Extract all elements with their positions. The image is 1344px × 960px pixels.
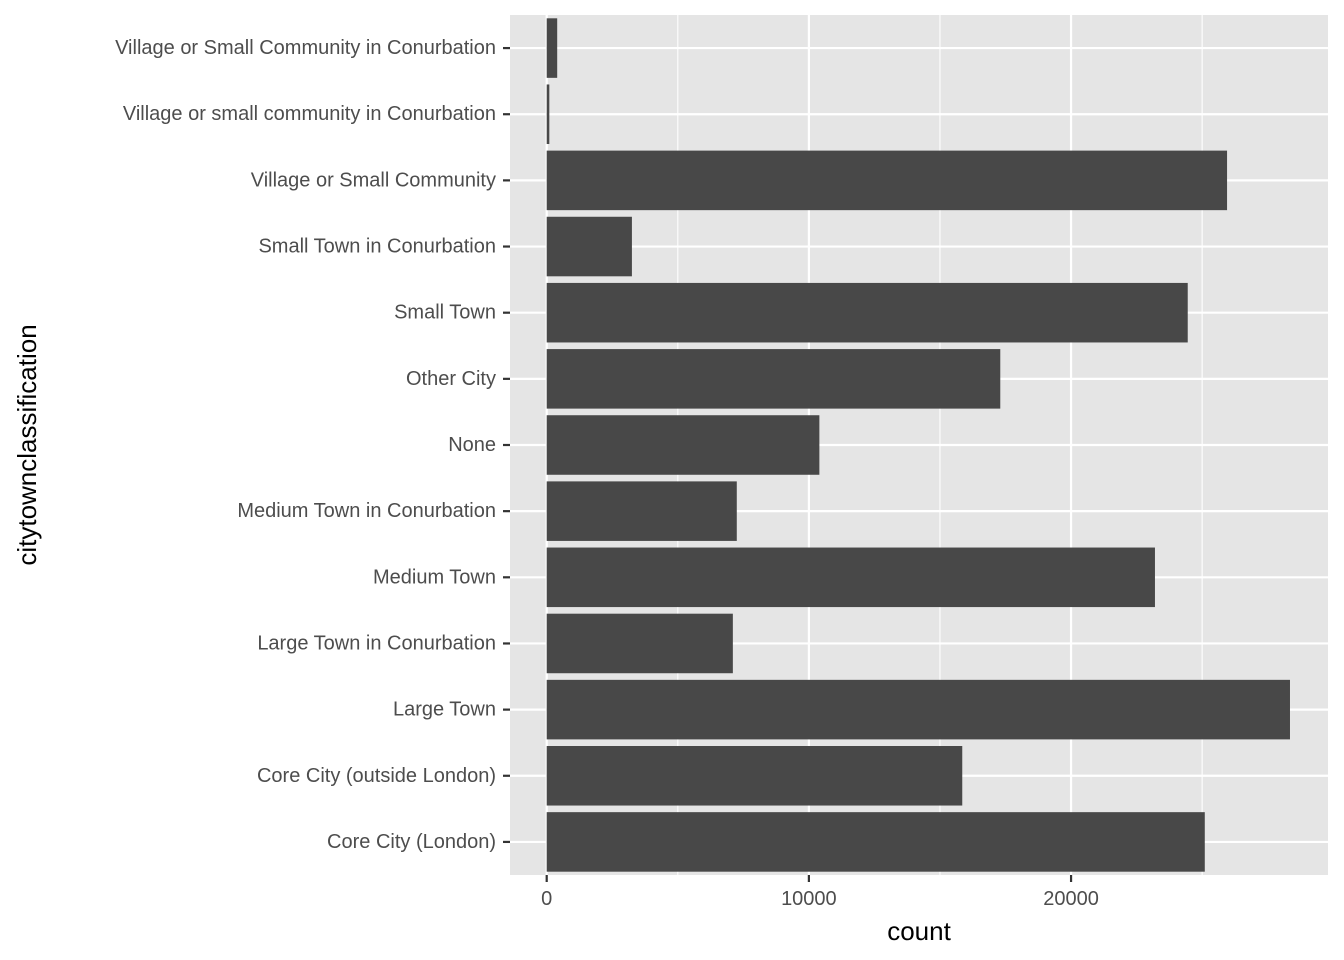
bars — [546, 18, 1290, 872]
bar — [546, 746, 963, 806]
bar — [546, 415, 820, 475]
bar — [546, 84, 550, 144]
bar — [546, 547, 1155, 608]
y-axis-title: citytownclassification — [12, 324, 42, 565]
bar — [546, 613, 733, 674]
y-tick-label: Small Town in Conurbation — [258, 236, 496, 258]
y-tick-label: Large Town in Conurbation — [257, 632, 496, 654]
x-axis-title: count — [887, 916, 951, 946]
y-tick-label: None — [448, 434, 496, 456]
bar — [546, 150, 1228, 211]
bar — [546, 216, 632, 277]
y-tick-label: Medium Town — [373, 566, 496, 588]
y-tick-label: Large Town — [393, 699, 496, 721]
y-tick-label: Medium Town in Conurbation — [237, 500, 496, 522]
y-axis: Core City (London) Core City (outside Lon… — [115, 37, 510, 853]
bar — [546, 349, 1001, 409]
x-tick-label: 20000 — [1043, 888, 1099, 910]
x-tick-label: 0 — [541, 888, 552, 910]
bar — [546, 679, 1290, 740]
y-tick-label: Village or small community in Conurbatio… — [123, 103, 496, 125]
y-tick-label: Small Town — [394, 302, 496, 324]
bar — [546, 812, 1205, 872]
x-axis: 0 10000 20000 — [541, 875, 1099, 910]
y-tick-label: Village or Small Community in Conurbatio… — [115, 37, 496, 59]
bar — [546, 481, 737, 541]
y-tick-label: Core City (London) — [327, 831, 496, 853]
y-tick-label: Core City (outside London) — [257, 765, 496, 787]
y-tick-label: Village or Small Community — [251, 169, 496, 191]
bar — [546, 282, 1188, 343]
x-tick-label: 10000 — [781, 888, 837, 910]
bar — [546, 18, 558, 78]
y-tick-label: Other City — [406, 368, 496, 390]
